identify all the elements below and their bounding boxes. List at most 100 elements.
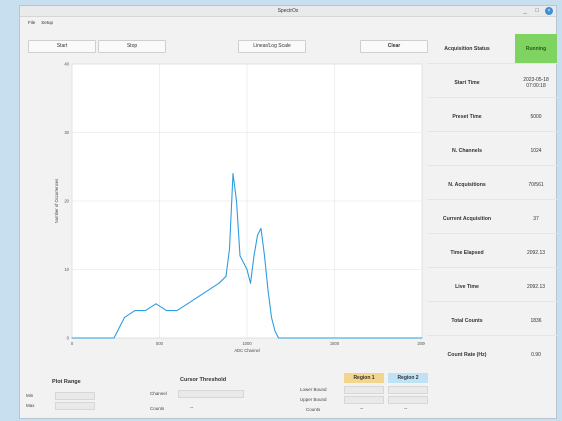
maximize-icon[interactable]: □	[535, 8, 539, 14]
plot-min-input[interactable]	[55, 392, 95, 400]
status-value: 1836	[530, 317, 542, 324]
window-title: SpectrOx	[277, 8, 299, 14]
status-row-acquisitions: N. Acquisitions 70/561	[427, 170, 557, 200]
spectrum-point	[246, 269, 248, 270]
menu-file[interactable]: File	[28, 20, 36, 25]
status-row-count-rate: Count Rate (Hz) 0.90	[427, 340, 557, 370]
x-tick-label: 1000	[242, 341, 252, 346]
spectrum-point	[218, 282, 220, 284]
y-tick-label: 10	[64, 267, 69, 272]
spectrum-point	[229, 248, 230, 250]
counts-label: Counts	[150, 406, 165, 411]
spectrum-point	[404, 337, 405, 339]
status-row-current-acquisition: Current Acquisition 37	[427, 204, 557, 234]
spectrum-point	[421, 337, 423, 339]
spectrum-point	[316, 337, 318, 339]
spectrum-point	[145, 310, 146, 312]
spectrum-point	[166, 310, 167, 312]
spectrum-point	[232, 173, 234, 175]
status-row-start-time: Start Time 2023-05-18 07:00:18	[427, 68, 557, 98]
spectrum-point	[288, 337, 290, 339]
region-1-upper-input[interactable]	[344, 396, 384, 404]
status-label: N. Acquisitions	[448, 181, 486, 188]
spectrum-point	[278, 337, 279, 339]
app-window: SpectrOx _ □ × File Setup Start Stop Lin…	[19, 5, 557, 419]
region-1-lower-input[interactable]	[344, 386, 384, 394]
cursor-counts-value: --	[190, 405, 194, 411]
spectrum-point	[271, 316, 272, 318]
spectrum-point	[302, 337, 304, 339]
region-2-counts-value: --	[404, 406, 408, 412]
menu-bar: File Setup	[20, 18, 556, 27]
region-2-label: Region 2	[388, 373, 428, 383]
spectrum-point	[260, 227, 262, 229]
y-tick-label: 20	[64, 199, 69, 204]
spectrum-point	[176, 310, 178, 312]
control-footer: Plot Range Min Max Cursor Threshold Chan…	[20, 366, 556, 420]
region-2-lower-input[interactable]	[388, 386, 428, 394]
status-label: Live Time	[455, 283, 479, 290]
spectrum-point	[369, 337, 370, 339]
spectrum-point	[134, 310, 136, 312]
status-value: 2092.13	[526, 249, 546, 256]
y-tick-label: 30	[64, 130, 69, 135]
x-tick-label: 0	[71, 341, 74, 346]
x-axis-label: ADC Channel	[234, 348, 260, 353]
region-1-counts-value: --	[360, 406, 364, 412]
spectrum-point	[82, 337, 83, 339]
status-label: Acquisition Status	[444, 45, 490, 52]
spectrum-chart: 0 500 1000 1500 2000 40 30 20 10 0 ADC Channel Numb…	[54, 62, 425, 354]
status-row-channels: N. Channels 1024	[427, 136, 557, 166]
spectrum-point	[250, 282, 251, 284]
spectrum-point	[351, 337, 353, 339]
status-row-time-elapsed: Time Elapsed 2092.13	[427, 238, 557, 268]
x-tick-label: 2000	[417, 341, 425, 346]
plot-max-label: Max	[26, 403, 35, 408]
channel-label: Channel	[150, 391, 167, 396]
plot-max-input[interactable]	[55, 402, 95, 410]
clear-button[interactable]: Clear	[360, 40, 428, 53]
spectrum-point	[334, 337, 335, 339]
status-value: 2023-05-18 07:00:18	[523, 76, 549, 89]
menu-setup[interactable]: Setup	[41, 20, 54, 25]
status-label: N. Channels	[452, 147, 482, 154]
status-label: Count Rate (Hz)	[447, 352, 487, 358]
minimize-icon[interactable]: _	[523, 8, 527, 14]
region-2-upper-input[interactable]	[388, 396, 428, 404]
spectrum-point	[187, 303, 188, 305]
x-tick-label: 500	[156, 341, 164, 346]
y-axis-label: Number of Occurrences	[54, 179, 59, 223]
status-value: 0.90	[531, 352, 541, 358]
status-label: Time Elapsed	[450, 249, 484, 256]
spectrum-point	[71, 337, 73, 339]
spectrum-point	[113, 337, 115, 339]
region-counts-label: Counts	[306, 407, 321, 412]
spectrum-plot[interactable]: 0 500 1000 1500 2000 40 30 20 10 0 ADC Channel Numb…	[32, 56, 425, 356]
status-label: Total Counts	[451, 317, 483, 324]
status-value: 5000	[530, 113, 542, 120]
status-label: Start Time	[454, 79, 480, 86]
region-1-label: Region 1	[344, 373, 384, 383]
plot-min-label: Min	[26, 393, 34, 398]
start-button[interactable]: Start	[28, 40, 96, 53]
spectrum-point	[92, 337, 94, 339]
spectrum-point	[225, 275, 227, 277]
linear-log-button[interactable]: Linear/Log Scale	[238, 40, 306, 53]
spectrum-point	[124, 316, 125, 318]
spectrum-point	[295, 337, 297, 339]
close-icon[interactable]: ×	[545, 7, 553, 15]
x-tick-label: 1500	[330, 341, 340, 346]
status-label: Current Acquisition	[442, 215, 492, 222]
y-tick-label: 0	[67, 336, 70, 341]
spectrum-point	[197, 296, 199, 298]
upper-bound-label: Upper Bound	[300, 397, 327, 402]
spectrum-point	[239, 255, 241, 257]
status-row-acquisition: Acquisition Status Running	[427, 34, 557, 64]
status-panel: Acquisition Status Running Start Time 20…	[427, 34, 557, 379]
status-value: 70/561	[528, 181, 544, 188]
status-value: 37	[533, 215, 539, 222]
acquisition-status-badge: Running	[515, 34, 557, 63]
channel-input[interactable]	[178, 390, 244, 398]
stop-button[interactable]: Stop	[98, 40, 166, 53]
status-row-live-time: Live Time 2092.13	[427, 272, 557, 302]
